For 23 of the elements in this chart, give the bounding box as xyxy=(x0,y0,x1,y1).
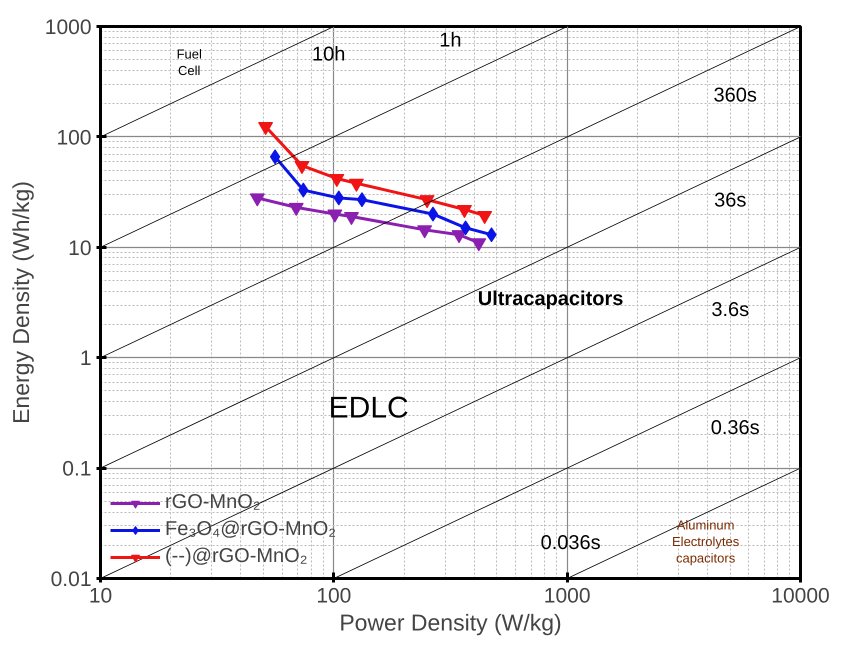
x-tick-label: 1000 xyxy=(544,584,591,608)
y-tick-label: 1 xyxy=(80,347,92,370)
annotation: 1h xyxy=(439,29,462,52)
annotation: 0.36s xyxy=(710,417,760,440)
y-tick-label: 100 xyxy=(56,126,92,150)
annotation: 10h xyxy=(312,43,346,66)
y-tick-label: 1000 xyxy=(44,16,92,39)
annotation: EDLC xyxy=(328,392,409,425)
legend-label: rGO-MnO₂ xyxy=(165,491,261,514)
annotation: 0.036s xyxy=(540,532,601,554)
y-tick-label: 0.1 xyxy=(62,458,92,481)
annotation: 3.6s xyxy=(711,299,750,322)
x-tick-label: 10000 xyxy=(771,584,830,608)
x-tick-label: 100 xyxy=(316,584,352,608)
annotation: Fuel Cell xyxy=(176,46,202,78)
y-tick-label: 10 xyxy=(68,236,92,260)
annotation: Ultracapacitors xyxy=(478,288,624,310)
annotation: 360s xyxy=(714,84,757,107)
y-axis-title: Energy Density (Wh/kg) xyxy=(8,181,34,424)
annotation: 36s xyxy=(714,190,746,212)
legend-label: (--)@rGO-MnO₂ xyxy=(165,545,308,568)
x-axis-title: Power Density (W/kg) xyxy=(339,610,562,636)
annotation: Aluminum Electrolytes capacitors xyxy=(672,518,740,566)
